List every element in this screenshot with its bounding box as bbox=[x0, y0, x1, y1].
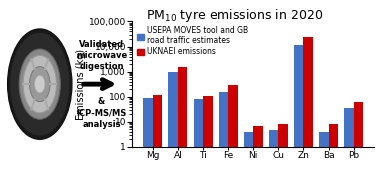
Text: Validated
microwave
digestion: Validated microwave digestion bbox=[76, 40, 127, 71]
Legend: USEPA MOVES tool and GB
road traffic estimates, UKNAEI emissions: USEPA MOVES tool and GB road traffic est… bbox=[136, 25, 249, 57]
Ellipse shape bbox=[19, 49, 60, 119]
Bar bbox=[153, 95, 163, 179]
Bar bbox=[304, 37, 313, 179]
Bar bbox=[218, 92, 228, 179]
Bar bbox=[269, 130, 278, 179]
Bar bbox=[344, 108, 354, 179]
Bar bbox=[194, 99, 203, 179]
Bar bbox=[169, 72, 178, 179]
Bar bbox=[178, 67, 187, 179]
FancyArrowPatch shape bbox=[84, 80, 111, 89]
Bar bbox=[319, 132, 328, 179]
Bar bbox=[228, 85, 238, 179]
Ellipse shape bbox=[23, 55, 56, 113]
Bar bbox=[328, 124, 338, 179]
Text: &
ICP-MS/MS
analysis: & ICP-MS/MS analysis bbox=[76, 97, 127, 129]
Bar bbox=[294, 45, 304, 179]
Bar bbox=[253, 126, 263, 179]
Bar bbox=[354, 102, 363, 179]
Ellipse shape bbox=[10, 33, 69, 136]
Ellipse shape bbox=[8, 29, 72, 139]
Bar bbox=[244, 132, 253, 179]
Y-axis label: Emissions (kg): Emissions (kg) bbox=[76, 49, 86, 120]
Bar bbox=[278, 124, 288, 179]
Bar bbox=[203, 96, 212, 179]
Text: PM$_{10}$ tyre emissions in 2020: PM$_{10}$ tyre emissions in 2020 bbox=[146, 7, 323, 24]
Ellipse shape bbox=[35, 75, 45, 93]
Bar bbox=[143, 98, 153, 179]
Ellipse shape bbox=[29, 67, 50, 102]
